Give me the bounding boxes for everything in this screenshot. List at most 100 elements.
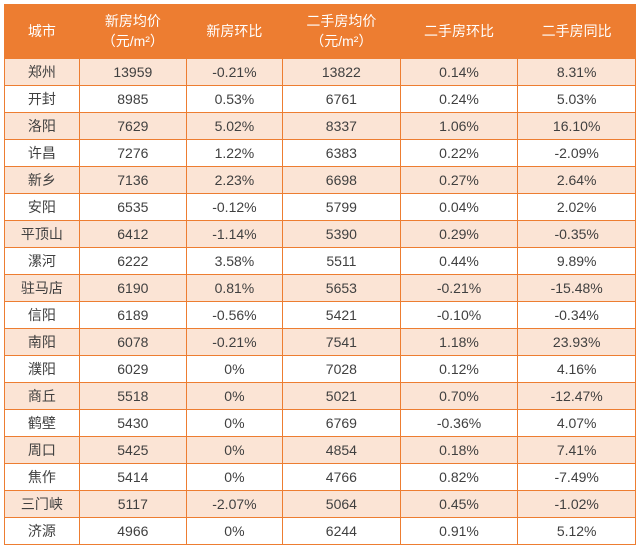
cell: 周口: [5, 437, 80, 464]
cell: 6244: [283, 518, 401, 545]
cell: -0.21%: [186, 329, 282, 356]
table-row: 漯河62223.58%55110.44%9.89%: [5, 248, 636, 275]
table-row: 三门峡5117-2.07%50640.45%-1.02%: [5, 491, 636, 518]
cell: 0%: [186, 383, 282, 410]
cell: 6078: [79, 329, 186, 356]
cell: 0.82%: [400, 464, 518, 491]
cell: 4766: [283, 464, 401, 491]
cell: 5421: [283, 302, 401, 329]
table-row: 新乡71362.23%66980.27%2.64%: [5, 167, 636, 194]
table-row: 南阳6078-0.21%75411.18%23.93%: [5, 329, 636, 356]
cell: -0.56%: [186, 302, 282, 329]
cell: -1.02%: [518, 491, 636, 518]
table-row: 许昌72761.22%63830.22%-2.09%: [5, 140, 636, 167]
cell: 5799: [283, 194, 401, 221]
cell: -0.21%: [400, 275, 518, 302]
table-row: 商丘55180%50210.70%-12.47%: [5, 383, 636, 410]
cell: 开封: [5, 86, 80, 113]
cell: 5021: [283, 383, 401, 410]
cell: 0%: [186, 518, 282, 545]
cell: 济源: [5, 518, 80, 545]
col-usedhouse-price: 二手房均价（元/m²）: [283, 5, 401, 59]
table-row: 安阳6535-0.12%57990.04%2.02%: [5, 194, 636, 221]
table-row: 周口54250%48540.18%7.41%: [5, 437, 636, 464]
cell: -0.10%: [400, 302, 518, 329]
cell: 平顶山: [5, 221, 80, 248]
cell: 南阳: [5, 329, 80, 356]
cell: 5390: [283, 221, 401, 248]
table-header-row: 城市 新房均价（元/m²） 新房环比 二手房均价（元/m²） 二手房环比 二手房…: [5, 5, 636, 59]
cell: 5518: [79, 383, 186, 410]
cell: 16.10%: [518, 113, 636, 140]
cell: 5117: [79, 491, 186, 518]
cell: 焦作: [5, 464, 80, 491]
cell: 0%: [186, 437, 282, 464]
cell: 洛阳: [5, 113, 80, 140]
cell: 0.27%: [400, 167, 518, 194]
cell: 0.18%: [400, 437, 518, 464]
cell: 0.81%: [186, 275, 282, 302]
cell: 5.03%: [518, 86, 636, 113]
cell: 濮阳: [5, 356, 80, 383]
cell: 0.53%: [186, 86, 282, 113]
cell: 7541: [283, 329, 401, 356]
cell: 0.70%: [400, 383, 518, 410]
col-newhouse-price: 新房均价（元/m²）: [79, 5, 186, 59]
cell: 0.45%: [400, 491, 518, 518]
cell: 5.02%: [186, 113, 282, 140]
cell: 1.18%: [400, 329, 518, 356]
cell: -2.09%: [518, 140, 636, 167]
cell: -0.35%: [518, 221, 636, 248]
col-city: 城市: [5, 5, 80, 59]
cell: 6761: [283, 86, 401, 113]
cell: -0.21%: [186, 59, 282, 86]
cell: -0.34%: [518, 302, 636, 329]
cell: 鹤壁: [5, 410, 80, 437]
table-row: 焦作54140%47660.82%-7.49%: [5, 464, 636, 491]
cell: -12.47%: [518, 383, 636, 410]
cell: 5414: [79, 464, 186, 491]
cell: 新乡: [5, 167, 80, 194]
cell: 6190: [79, 275, 186, 302]
cell: 8.31%: [518, 59, 636, 86]
col-usedhouse-yoy: 二手房同比: [518, 5, 636, 59]
table-row: 信阳6189-0.56%5421-0.10%-0.34%: [5, 302, 636, 329]
table-row: 濮阳60290%70280.12%4.16%: [5, 356, 636, 383]
cell: 5064: [283, 491, 401, 518]
cell: 3.58%: [186, 248, 282, 275]
cell: 5425: [79, 437, 186, 464]
cell: 许昌: [5, 140, 80, 167]
col-newhouse-mom: 新房环比: [186, 5, 282, 59]
cell: 1.22%: [186, 140, 282, 167]
cell: 2.23%: [186, 167, 282, 194]
table-row: 平顶山6412-1.14%53900.29%-0.35%: [5, 221, 636, 248]
cell: 1.06%: [400, 113, 518, 140]
cell: 0.91%: [400, 518, 518, 545]
cell: 7.41%: [518, 437, 636, 464]
cell: -2.07%: [186, 491, 282, 518]
cell: 6222: [79, 248, 186, 275]
cell: -0.12%: [186, 194, 282, 221]
table-row: 开封89850.53%67610.24%5.03%: [5, 86, 636, 113]
cell: 安阳: [5, 194, 80, 221]
table-body: 郑州13959-0.21%138220.14%8.31%开封89850.53%6…: [5, 59, 636, 545]
cell: 5511: [283, 248, 401, 275]
cell: 0.04%: [400, 194, 518, 221]
cell: 6383: [283, 140, 401, 167]
cell: 5653: [283, 275, 401, 302]
cell: 2.64%: [518, 167, 636, 194]
cell: 23.93%: [518, 329, 636, 356]
housing-price-table: 城市 新房均价（元/m²） 新房环比 二手房均价（元/m²） 二手房环比 二手房…: [4, 4, 636, 545]
table-row: 鹤壁54300%6769-0.36%4.07%: [5, 410, 636, 437]
cell: 郑州: [5, 59, 80, 86]
cell: 6769: [283, 410, 401, 437]
cell: -0.36%: [400, 410, 518, 437]
table-row: 洛阳76295.02%83371.06%16.10%: [5, 113, 636, 140]
cell: 4.07%: [518, 410, 636, 437]
cell: 13822: [283, 59, 401, 86]
cell: 驻马店: [5, 275, 80, 302]
cell: 7276: [79, 140, 186, 167]
cell: 4966: [79, 518, 186, 545]
cell: 商丘: [5, 383, 80, 410]
cell: 7629: [79, 113, 186, 140]
